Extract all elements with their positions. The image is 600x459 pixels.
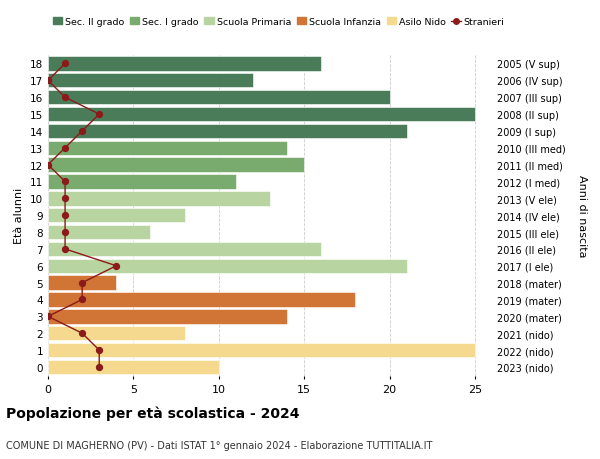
Bar (48, 74, 253, 88)
Bar (48, 57, 321, 72)
Bar (48, 141, 287, 156)
Point (94, 111, 104, 118)
Point (112, 263, 121, 270)
Point (94, 347, 104, 354)
Bar (48, 360, 219, 374)
Bar (48, 225, 151, 240)
Point (43, 78, 53, 85)
Point (77, 330, 87, 337)
Bar (48, 124, 407, 139)
Bar (48, 108, 475, 122)
Point (94, 364, 104, 371)
Bar (48, 276, 116, 290)
Bar (48, 192, 270, 206)
Text: COMUNE DI MAGHERNO (PV) - Dati ISTAT 1° gennaio 2024 - Elaborazione TUTTITALIA.I: COMUNE DI MAGHERNO (PV) - Dati ISTAT 1° … (6, 440, 433, 450)
Point (77, 280, 87, 287)
Bar (48, 91, 389, 105)
Point (77, 296, 87, 303)
Bar (48, 293, 355, 307)
Bar (48, 326, 185, 341)
Y-axis label: Età alunni: Età alunni (14, 188, 25, 244)
Point (43, 162, 53, 169)
Text: Popolazione per età scolastica - 2024: Popolazione per età scolastica - 2024 (6, 405, 299, 420)
Y-axis label: Anni di nascita: Anni di nascita (577, 174, 587, 257)
Point (60, 145, 70, 152)
Bar (48, 259, 407, 274)
Bar (48, 208, 185, 223)
Point (43, 313, 53, 320)
Point (60, 61, 70, 68)
Point (77, 128, 87, 135)
Point (60, 179, 70, 186)
Legend: Sec. II grado, Sec. I grado, Scuola Primaria, Scuola Infanzia, Asilo Nido, Stran: Sec. II grado, Sec. I grado, Scuola Prim… (53, 18, 505, 27)
Bar (48, 158, 304, 173)
Point (60, 212, 70, 219)
Bar (48, 242, 321, 257)
Point (60, 195, 70, 202)
Point (60, 246, 70, 253)
Bar (48, 175, 236, 189)
Bar (48, 343, 475, 358)
Point (60, 94, 70, 101)
Point (60, 229, 70, 236)
Bar (48, 309, 287, 324)
